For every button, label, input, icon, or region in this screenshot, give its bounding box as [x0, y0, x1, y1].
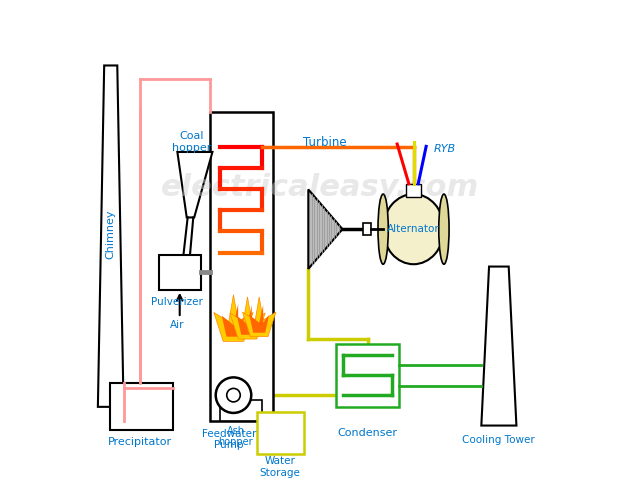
Bar	[363, 223, 371, 235]
Polygon shape	[481, 266, 516, 426]
Ellipse shape	[383, 194, 444, 264]
Text: Ash
hopper: Ash hopper	[218, 426, 253, 447]
Text: RYB: RYB	[434, 144, 456, 154]
Text: Turbine: Turbine	[303, 136, 346, 149]
Text: Feedwater
Pump: Feedwater Pump	[202, 429, 256, 450]
Bar	[109, 384, 173, 430]
Ellipse shape	[439, 194, 449, 264]
Bar	[257, 411, 303, 454]
Polygon shape	[237, 305, 258, 335]
Polygon shape	[214, 295, 253, 341]
Text: Precipitator: Precipitator	[108, 437, 172, 447]
Polygon shape	[98, 65, 124, 407]
Text: Water
Storage: Water Storage	[260, 456, 301, 478]
Circle shape	[216, 377, 252, 413]
Bar	[220, 400, 262, 421]
Text: electricaleasy.com: electricaleasy.com	[161, 172, 479, 202]
Polygon shape	[230, 297, 265, 339]
Polygon shape	[222, 304, 245, 336]
Polygon shape	[177, 152, 212, 217]
Text: Air: Air	[170, 320, 184, 330]
Text: Condenser: Condenser	[338, 428, 397, 438]
Circle shape	[227, 388, 240, 402]
Text: Cooling Tower: Cooling Tower	[462, 435, 535, 445]
Text: Alternator: Alternator	[387, 224, 440, 234]
Bar	[210, 112, 273, 421]
Bar	[406, 184, 422, 197]
Text: Pulverizer: Pulverizer	[152, 297, 204, 307]
Polygon shape	[308, 190, 342, 269]
Bar	[159, 255, 201, 290]
Text: Coal
hopper: Coal hopper	[172, 131, 211, 153]
Text: Chimney: Chimney	[106, 209, 115, 259]
Polygon shape	[243, 297, 276, 336]
Polygon shape	[249, 305, 269, 333]
Ellipse shape	[378, 194, 388, 264]
Bar	[337, 344, 399, 407]
